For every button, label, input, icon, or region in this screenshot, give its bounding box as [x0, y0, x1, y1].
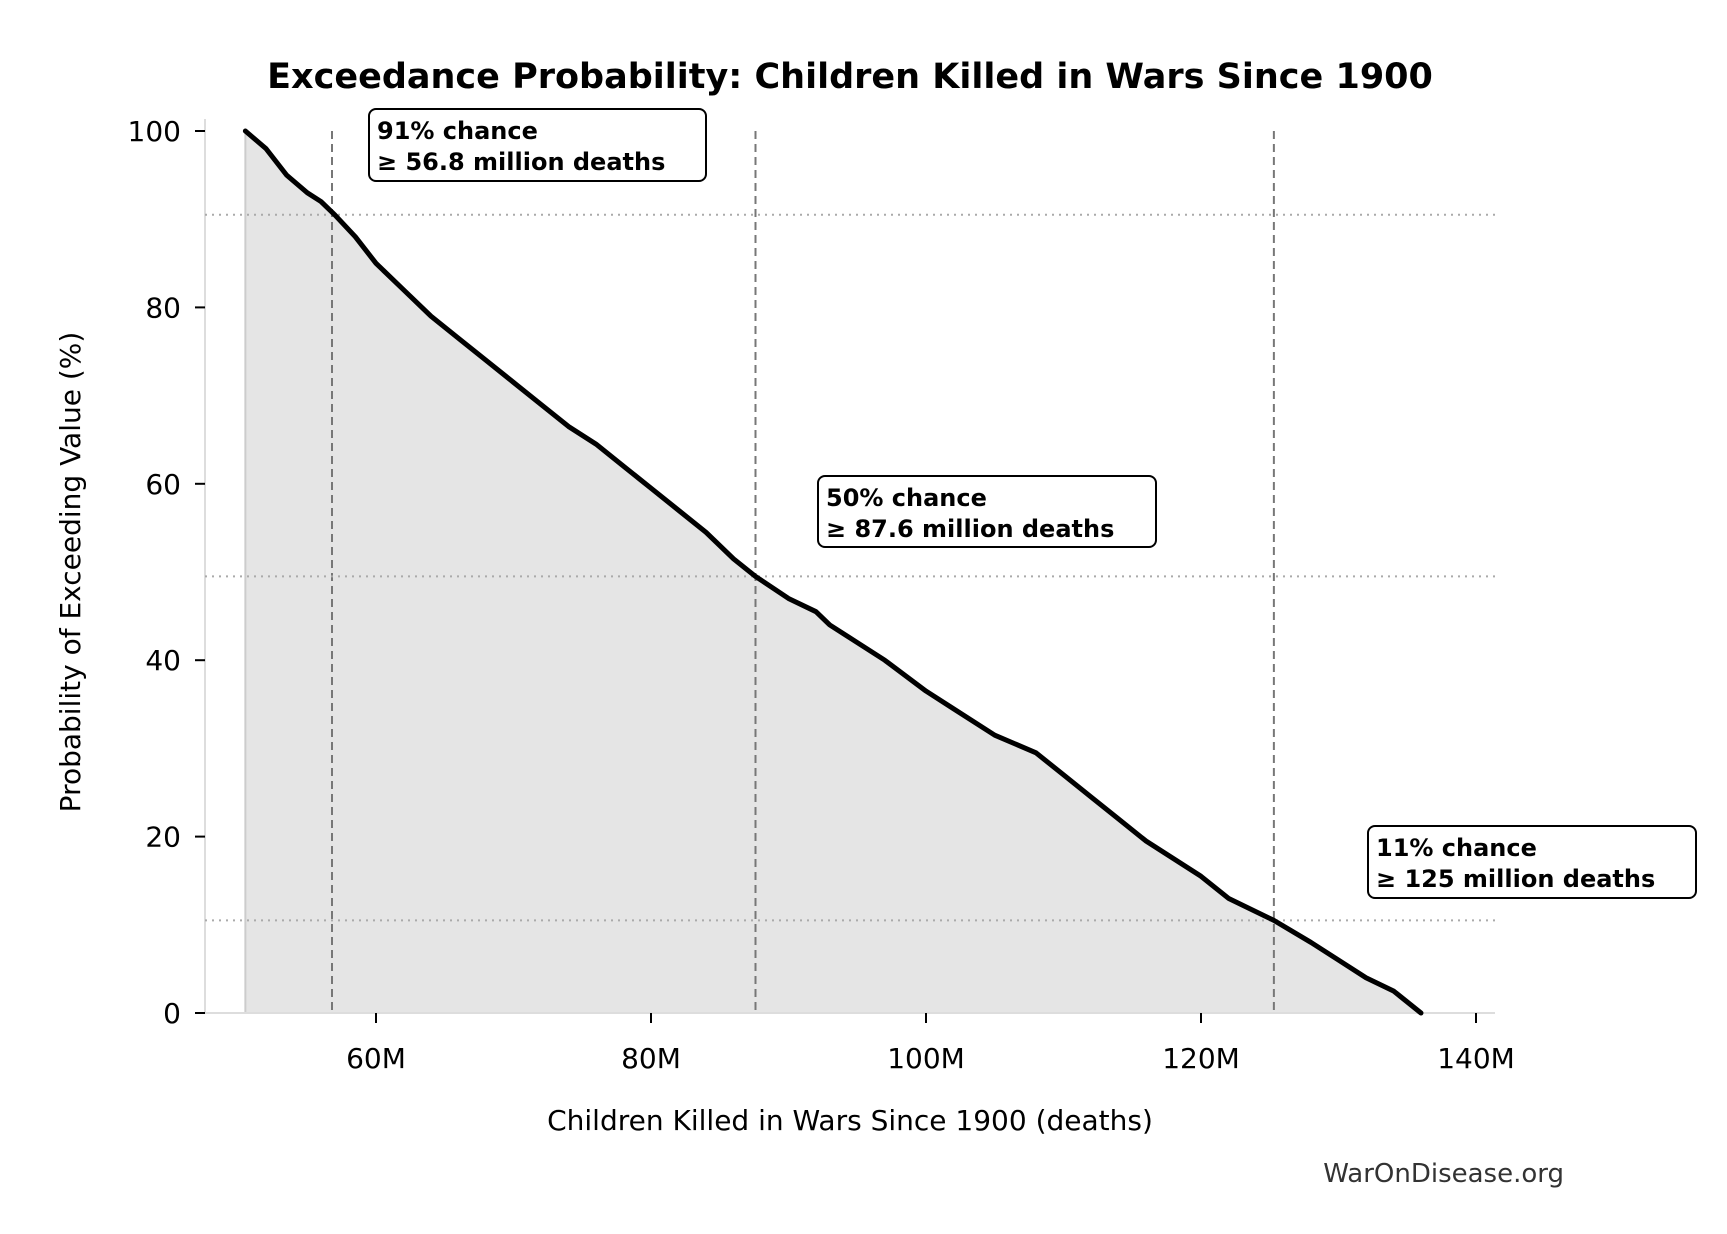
- y-tick-label: 100: [128, 115, 181, 148]
- annotation-border: [1367, 825, 1697, 899]
- watermark: WarOnDisease.org: [1323, 1159, 1564, 1189]
- annotation-box-0: 91% chance ≥ 56.8 million deaths: [368, 108, 707, 182]
- plot-area: 60M 80M 100M 120M 140M 0 20 40 60 80 100 91% chance…: [128, 108, 1697, 1075]
- y-tick-label: 20: [145, 821, 181, 854]
- annotation-line2: ≥ 56.8 million deaths: [377, 148, 665, 176]
- x-tick-label: 100M: [887, 1042, 965, 1075]
- y-tick-label: 40: [145, 644, 181, 677]
- chart-title: Exceedance Probability: Children Killed …: [267, 57, 1433, 97]
- y-axis-label: Probability of Exceeding Value (%): [54, 332, 87, 813]
- y-tick-label: 60: [145, 468, 181, 501]
- exceedance-curve: [242, 128, 1424, 1016]
- annotation-line1: 11% chance: [1376, 834, 1537, 862]
- annotation-line2: ≥ 87.6 million deaths: [826, 515, 1114, 543]
- x-tick-label: 80M: [621, 1042, 681, 1075]
- x-axis-label: Children Killed in Wars Since 1900 (deat…: [547, 1104, 1153, 1137]
- area-fill: [245, 131, 1421, 1013]
- annotation-border: [368, 108, 707, 182]
- x-tick-label: 60M: [346, 1042, 406, 1075]
- annotation-border: [817, 475, 1157, 548]
- annotation-box-2: 11% chance ≥ 125 million deaths: [1367, 825, 1697, 899]
- x-tick-label: 120M: [1162, 1042, 1240, 1075]
- annotation-line1: 50% chance: [826, 484, 987, 512]
- annotation-line1: 91% chance: [377, 117, 538, 145]
- y-tick-label: 0: [163, 997, 181, 1030]
- y-tick-label: 80: [145, 291, 181, 324]
- annotation-line2: ≥ 125 million deaths: [1376, 865, 1655, 893]
- x-tick-label: 140M: [1437, 1042, 1515, 1075]
- annotation-box-1: 50% chance ≥ 87.6 million deaths: [817, 475, 1157, 548]
